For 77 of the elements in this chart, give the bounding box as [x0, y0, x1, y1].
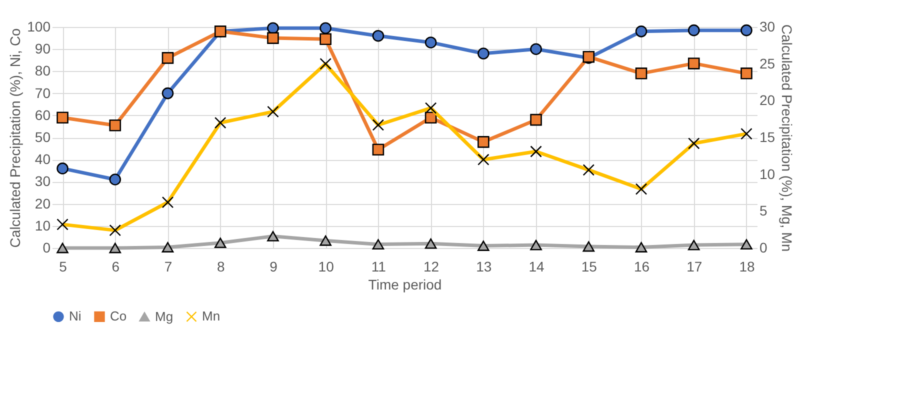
point	[424, 238, 437, 249]
y2-tick-label: 20	[760, 92, 776, 108]
point	[530, 43, 542, 55]
y-tick-label: 50	[34, 129, 51, 145]
y-tick-label: 30	[34, 173, 51, 190]
legend-label: Mn	[202, 308, 220, 324]
y2-tick-label: 0	[760, 240, 768, 256]
point	[56, 242, 68, 254]
point	[320, 235, 332, 246]
point	[478, 136, 490, 148]
x-tick-label: 10	[318, 258, 334, 274]
y-axis-title: Calculated Precipitation (%), Ni, Co	[7, 28, 24, 248]
y-tick-label: 20	[34, 195, 51, 212]
point	[267, 22, 279, 34]
point	[109, 174, 122, 186]
point	[320, 33, 332, 46]
point	[635, 68, 648, 80]
point	[688, 58, 700, 70]
x-axis-title: Time period	[368, 276, 442, 292]
x-tick-label: 6	[112, 258, 120, 274]
point	[267, 32, 279, 44]
legend-label: Co	[110, 308, 127, 324]
y-tick-label: 80	[34, 62, 51, 79]
point	[56, 112, 68, 124]
point	[320, 22, 332, 34]
point	[162, 87, 174, 100]
y2-tick-label: 10	[760, 166, 776, 182]
y-tick-label: 0	[42, 240, 51, 256]
point	[635, 242, 648, 252]
point	[478, 240, 490, 251]
x-tick-label: 7	[164, 258, 172, 274]
y2-tick-label: 30	[760, 18, 776, 34]
x-tick-label: 9	[270, 258, 278, 274]
point	[740, 68, 752, 80]
x-tick-label: 8	[216, 258, 225, 274]
y-tick-label: 40	[34, 151, 51, 168]
y-tick-label: 70	[34, 84, 51, 101]
point	[109, 242, 122, 254]
point	[688, 240, 700, 250]
point	[372, 239, 384, 250]
y-tick-label: 60	[34, 106, 51, 123]
y-tick-label: 100	[27, 18, 51, 34]
x-tick-label: 15	[581, 258, 598, 274]
point	[162, 242, 174, 252]
x-tick-label: 16	[634, 258, 650, 274]
point	[530, 114, 542, 126]
x-tick-label: 5	[59, 258, 68, 274]
point	[56, 162, 68, 174]
point	[582, 241, 595, 252]
point	[424, 112, 437, 124]
legend-label: Mg	[155, 308, 174, 324]
y-tick-label: 10	[34, 217, 51, 234]
point	[109, 119, 122, 132]
point	[424, 36, 437, 48]
x-tick-label: 11	[371, 258, 386, 274]
point	[267, 231, 279, 242]
x-tick-label: 12	[424, 258, 440, 274]
x-tick-label: 14	[528, 258, 545, 274]
point	[688, 24, 700, 36]
y-tick-label: 90	[34, 40, 51, 57]
x-tick-label: 13	[476, 258, 492, 274]
y2-tick-label: 5	[760, 202, 768, 219]
legend-label: Ni	[69, 308, 82, 324]
point	[740, 239, 752, 250]
point	[740, 24, 752, 36]
point	[372, 144, 384, 156]
y2-tick-label: 25	[760, 55, 776, 72]
point	[478, 48, 490, 60]
point	[162, 52, 174, 64]
x-tick-label: 18	[739, 258, 755, 274]
y2-axis-title: Calculated Precipitation (%), Mg, Mn	[779, 24, 796, 252]
point	[635, 26, 648, 38]
point	[372, 30, 384, 42]
point	[530, 240, 542, 250]
y2-tick-label: 15	[760, 129, 776, 145]
x-tick-label: 17	[686, 258, 702, 274]
point	[214, 238, 226, 248]
